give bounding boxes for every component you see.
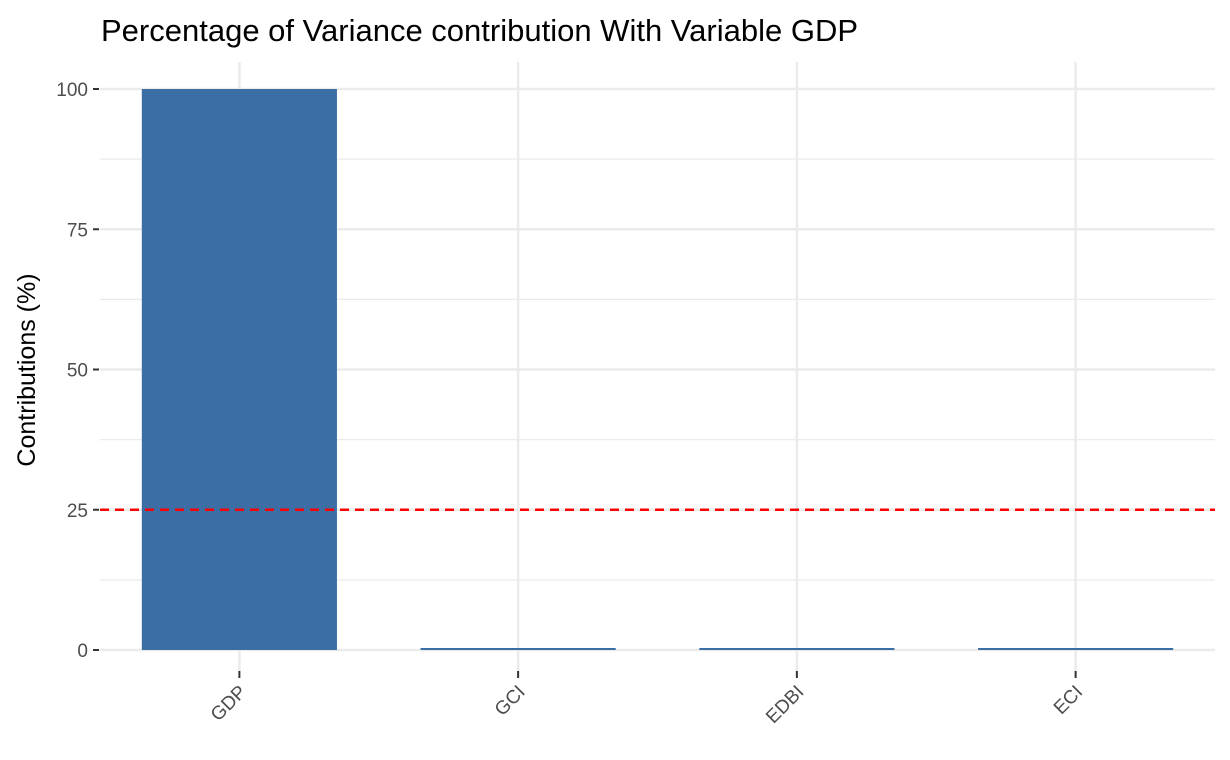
- chart-title: Percentage of Variance contribution With…: [101, 13, 858, 48]
- x-tick-label-eci: ECI: [1050, 682, 1087, 719]
- bars: [141, 89, 1174, 650]
- y-tick-label: 50: [67, 361, 88, 382]
- bar-gci: [420, 648, 616, 650]
- y-tick-label: 25: [67, 501, 88, 522]
- x-tick-label-gci: GCI: [491, 682, 530, 721]
- bar-gdp: [141, 89, 337, 650]
- y-tick-label: 0: [77, 641, 88, 662]
- x-tick-label-gdp: GDP: [207, 682, 251, 726]
- y-axis: 0 25 50 75 100: [56, 80, 99, 662]
- bar-eci: [978, 648, 1174, 650]
- x-axis: GDP GCI EDBI ECI: [207, 671, 1087, 728]
- y-axis-label: Contributions (%): [13, 273, 41, 466]
- y-tick-label: 75: [67, 220, 88, 241]
- bar-edbi: [699, 648, 895, 650]
- x-tick-label-edbi: EDBI: [762, 682, 808, 728]
- y-tick-label: 100: [56, 80, 88, 101]
